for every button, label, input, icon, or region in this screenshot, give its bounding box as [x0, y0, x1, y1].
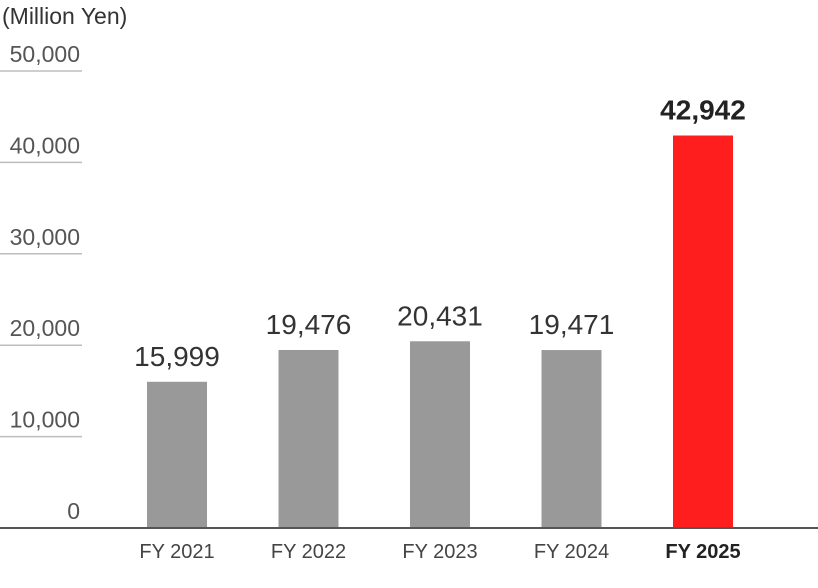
bar-fy-2021 — [147, 381, 207, 528]
data-label: 19,471 — [529, 309, 615, 340]
y-tick-label: 30,000 — [10, 224, 80, 250]
bar-fy-2025 — [673, 135, 733, 528]
data-label: 20,431 — [397, 300, 483, 331]
x-category-label: FY 2021 — [139, 541, 214, 563]
data-label: 19,476 — [266, 309, 352, 340]
y-tick-label: 10,000 — [10, 407, 80, 433]
y-tick-label: 20,000 — [10, 315, 80, 341]
x-category-label: FY 2025 — [665, 541, 740, 563]
y-gridlines — [0, 70, 82, 438]
bars — [147, 135, 733, 528]
x-category-label: FY 2024 — [534, 541, 609, 563]
data-labels: 15,999 19,476 20,431 19,471 42,942 — [134, 95, 746, 372]
bar-fy-2022 — [278, 349, 339, 528]
x-category-label: FY 2022 — [271, 541, 346, 563]
data-label: 42,942 — [660, 95, 746, 126]
y-axis-ticks: 0 10,000 20,000 30,000 40,000 50,000 — [10, 41, 80, 524]
y-tick-label: 0 — [67, 498, 80, 524]
data-label: 15,999 — [134, 341, 220, 372]
y-tick-label: 50,000 — [10, 41, 80, 67]
x-axis-labels: FY 2021 FY 2022 FY 2023 FY 2024 FY 2025 — [139, 541, 740, 563]
bar-fy-2023 — [410, 341, 470, 528]
bar-fy-2024 — [541, 350, 602, 528]
unit-label: (Million Yen) — [2, 3, 127, 29]
y-tick-label: 40,000 — [10, 132, 80, 158]
x-category-label: FY 2023 — [402, 541, 477, 563]
